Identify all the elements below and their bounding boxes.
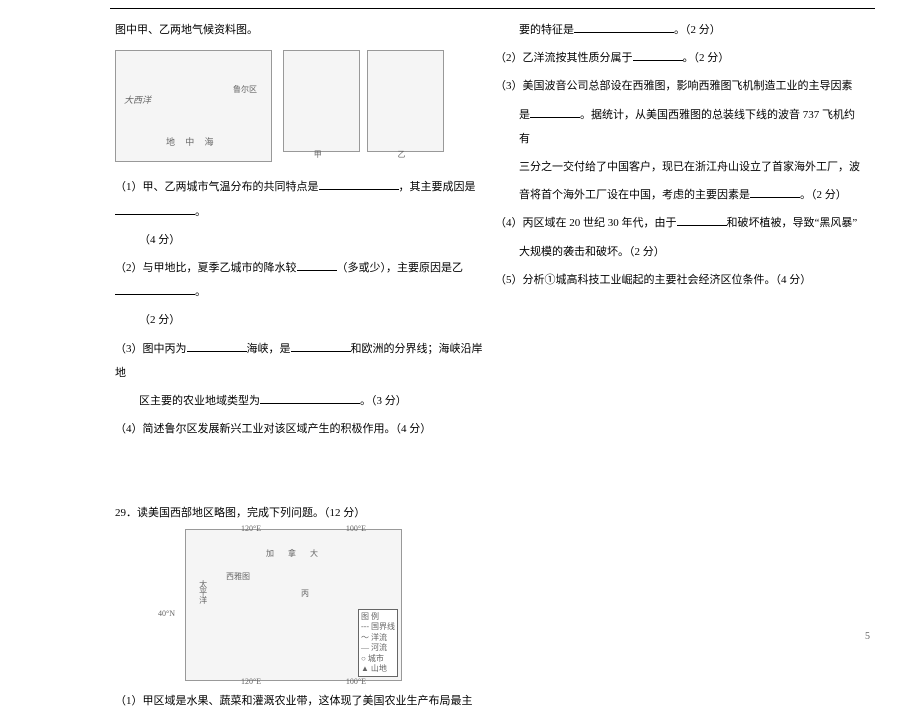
us-west-map: 120°E 100°E 40°N 120°E 100°E 太平洋 加拿大 西雅图… — [185, 529, 402, 681]
figure-row: 大西洋 地 中 海 鲁尔区 甲 乙 — [115, 46, 485, 175]
q3-line2: 区主要的农业地域类型为。（3 分） — [115, 389, 485, 413]
r4c: 大规模的袭击和破坏。（2 分） — [495, 240, 865, 264]
r3b: 是。据统计，从美国西雅图的总装线下线的波音 737 飞机约有 — [495, 103, 865, 151]
climate-chart-a: 甲 — [283, 50, 360, 152]
q29-1: （1）甲区域是水果、蔬菜和灌溉农业带，这体现了美国农业生产布局最主 — [115, 689, 485, 713]
page-number: 5 — [865, 631, 870, 642]
r3d: 三分之一交付给了中国客户，现已在浙江舟山设立了首家海外工厂，波 — [495, 155, 865, 179]
q1-pts: （4 分） — [115, 228, 485, 252]
q2-line1: （2）与甲地比，夏季乙城市的降水较（多或少），主要原因是乙。 — [115, 256, 485, 304]
r3e: 音将首个海外工厂设在中国，考虑的主要因素是。（2 分） — [495, 183, 865, 207]
r3a: （3）美国波音公司总部设在西雅图，影响西雅图飞机制造工业的主导因素 — [495, 74, 865, 98]
q3-line1: （3）图中丙为海峡，是和欧洲的分界线；海峡沿岸地 — [115, 337, 485, 385]
q29-stem: 29．读美国西部地区略图，完成下列问题。（12 分） — [115, 501, 485, 525]
q1-line1: （1）甲、乙两城市气温分布的共同特点是，其主要成因是。 — [115, 175, 485, 223]
map-legend: 图 例 --- 国界线 ～ 洋流 — 河流 ○ 城市 ▲ 山地 — [358, 609, 398, 677]
europe-map: 大西洋 地 中 海 鲁尔区 — [115, 50, 272, 162]
q4: （4）简述鲁尔区发展新兴工业对该区域产生的积极作用。（4 分） — [115, 417, 485, 441]
r2: （2）乙洋流按其性质分属于。（2 分） — [495, 46, 865, 70]
q2-pts: （2 分） — [115, 308, 485, 332]
r5: （5）分析①城高科技工业崛起的主要社会经济区位条件。（4 分） — [495, 268, 865, 292]
climate-chart-b: 乙 — [367, 50, 444, 152]
r4a: （4）丙区域在 20 世纪 30 年代，由于和破坏植被，导致“黑风暴” — [495, 211, 865, 235]
r0: 要的特征是。（2 分） — [495, 18, 865, 42]
intro-text: 图中甲、乙两地气候资料图。 — [115, 18, 485, 42]
